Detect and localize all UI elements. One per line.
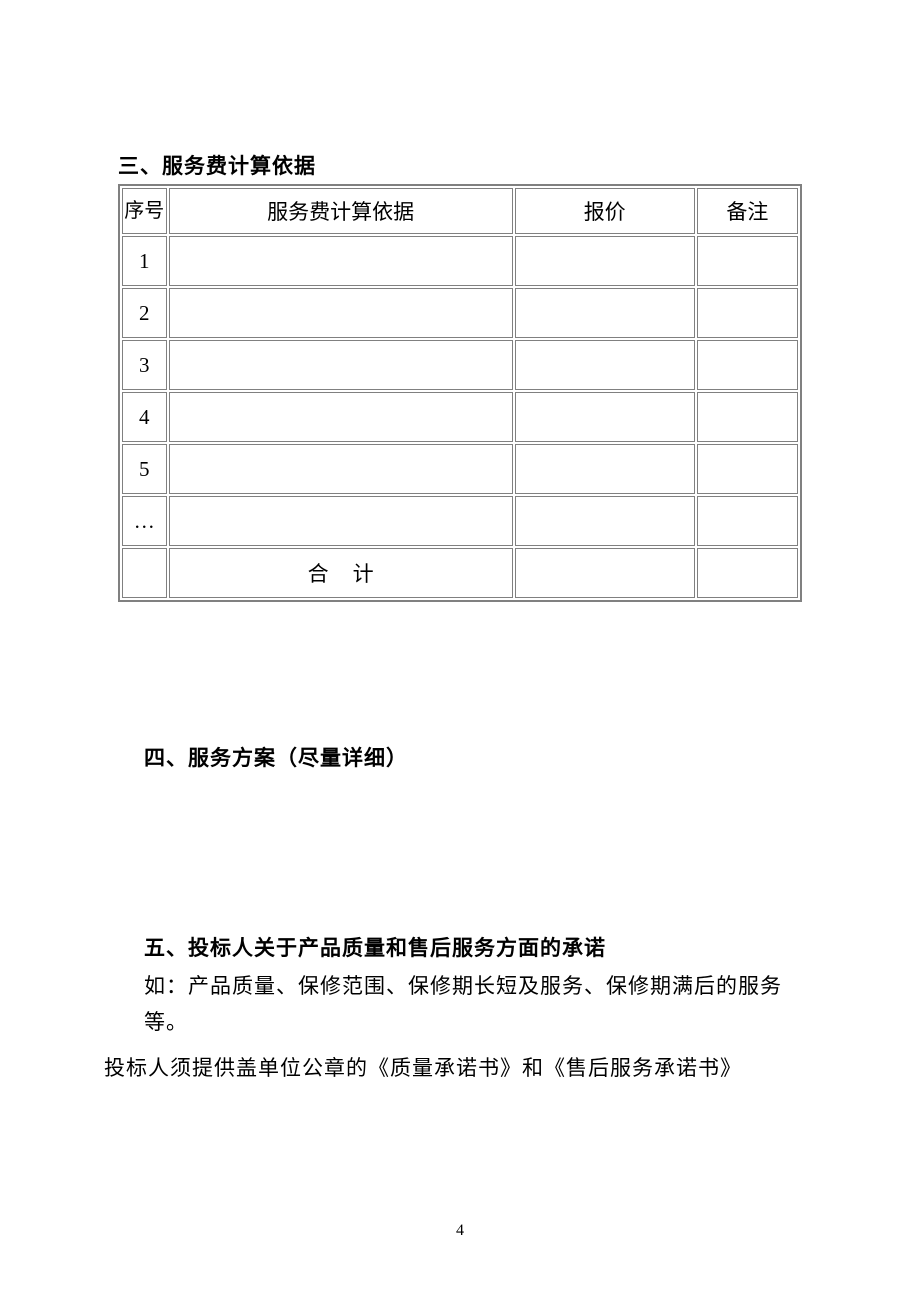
cell-price [515, 340, 695, 390]
cell-seq: 3 [122, 340, 167, 390]
cell-seq: 4 [122, 392, 167, 442]
cell-price [515, 496, 695, 546]
cell-note [697, 392, 798, 442]
fee-table: 序号 服务费计算依据 报价 备注 1 2 3 [118, 184, 802, 602]
table-row: 4 [122, 392, 798, 442]
cell-basis [169, 236, 513, 286]
section-5-para-1: 如：产品质量、保修范围、保修期长短及服务、保修期满后的服务等。 [144, 968, 802, 1040]
cell-seq-total [122, 548, 167, 598]
cell-seq: 5 [122, 444, 167, 494]
table-row: … [122, 496, 798, 546]
cell-basis [169, 444, 513, 494]
cell-seq: 2 [122, 288, 167, 338]
table-row: 3 [122, 340, 798, 390]
header-price: 报价 [515, 188, 695, 234]
cell-note [697, 288, 798, 338]
cell-total-label: 合计 [169, 548, 513, 598]
cell-price [515, 444, 695, 494]
cell-basis [169, 288, 513, 338]
cell-note [697, 340, 798, 390]
cell-price [515, 392, 695, 442]
section-5-para-2: 投标人须提供盖单位公章的《质量承诺书》和《售后服务承诺书》 [104, 1050, 802, 1086]
section-3-heading: 三、服务费计算依据 [118, 150, 802, 180]
table-row: 1 [122, 236, 798, 286]
page-number: 4 [0, 1222, 920, 1240]
cell-basis [169, 496, 513, 546]
cell-basis [169, 340, 513, 390]
table-row: 2 [122, 288, 798, 338]
cell-seq: 1 [122, 236, 167, 286]
cell-basis [169, 392, 513, 442]
cell-note-total [697, 548, 798, 598]
cell-price [515, 236, 695, 286]
cell-note [697, 236, 798, 286]
section-4-heading: 四、服务方案（尽量详细） [144, 742, 802, 772]
header-basis: 服务费计算依据 [169, 188, 513, 234]
header-seq: 序号 [122, 188, 167, 234]
header-note: 备注 [697, 188, 798, 234]
section-5-heading: 五、投标人关于产品质量和售后服务方面的承诺 [144, 932, 802, 962]
cell-price [515, 288, 695, 338]
cell-note [697, 444, 798, 494]
cell-price-total [515, 548, 695, 598]
table-row: 5 [122, 444, 798, 494]
cell-seq: … [122, 496, 167, 546]
cell-note [697, 496, 798, 546]
table-row-total: 合计 [122, 548, 798, 598]
